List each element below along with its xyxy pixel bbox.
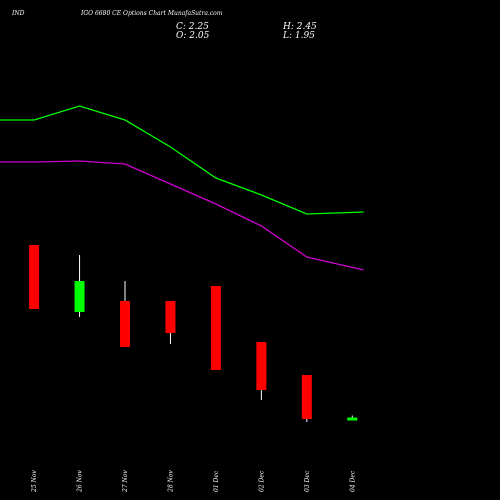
date-label: 03 Dec [304,470,311,492]
moving-average-lines [0,105,364,271]
low-value: L: 1.95 [282,31,315,41]
date-label: 25 Nov [31,470,38,493]
ma-line-2 [0,160,364,271]
close-value: C: 2.25 [176,22,209,32]
date-axis-labels: 25 Nov 26 Nov 27 Nov 28 Nov 01 Dec 02 Dec 03 D… [31,470,356,493]
candle-body [29,245,40,309]
ma-line-1 [0,105,364,215]
candle-body [74,281,85,312]
candle [165,301,176,344]
candle [256,342,267,400]
chart-symbol: IND [11,10,25,17]
candlesticks [29,245,358,422]
candle-body [347,417,358,421]
candle-body [256,342,267,390]
date-label: 27 Nov [122,470,129,493]
open-value: O: 2.05 [176,31,210,41]
candle-body [210,286,221,370]
high-value: H: 2.45 [282,22,317,32]
chart-title: IGO 6680 CE Options Chart MunafaSutra.co… [80,10,223,17]
candle [29,245,40,309]
date-label: 01 Dec [213,470,220,492]
candle-body [165,301,176,333]
candle [74,255,85,317]
candle [301,375,312,422]
candle-body [120,301,130,347]
date-label: 04 Dec [349,470,356,492]
candle [210,286,221,370]
date-label: 28 Nov [167,470,174,493]
candle [120,281,130,347]
date-label: 02 Dec [258,470,265,492]
date-label: 26 Nov [77,470,84,493]
candle-body [301,375,312,419]
candle [347,415,358,421]
